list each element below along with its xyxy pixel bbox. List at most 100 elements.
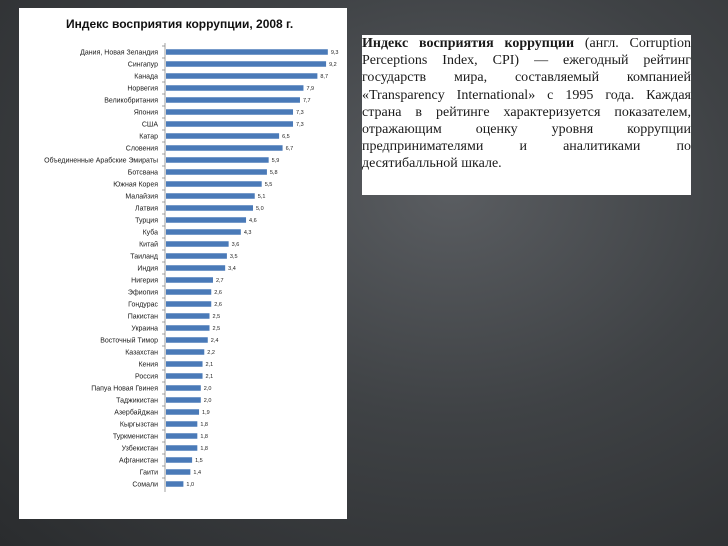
bar [166, 217, 247, 223]
category-label: Украина [131, 325, 158, 332]
value-label: 2,0 [204, 398, 212, 404]
value-label: 2,0 [204, 386, 212, 392]
bar [166, 73, 318, 79]
category-label: Афганистан [119, 457, 158, 464]
value-label: 2,5 [213, 314, 221, 320]
value-label: 2,1 [206, 362, 214, 368]
bar [166, 109, 294, 115]
category-label: Норвегия [127, 85, 158, 92]
value-label: 1,5 [195, 458, 203, 464]
category-label: Япония [134, 109, 159, 116]
category-label: Россия [135, 373, 158, 380]
category-label: Сомали [132, 481, 158, 488]
value-label: 7,3 [296, 110, 304, 116]
bar [166, 277, 213, 283]
category-label: Словения [126, 145, 158, 152]
category-label: Катар [139, 133, 158, 140]
bar [166, 49, 328, 55]
value-label: 2,4 [211, 338, 219, 344]
value-label: 3,4 [228, 266, 236, 272]
category-label: Папуа Новая Гвинея [91, 385, 158, 392]
bar [166, 133, 280, 139]
value-label: 1,8 [200, 434, 208, 440]
value-label: 9,3 [331, 50, 339, 56]
bar [166, 229, 241, 235]
value-label: 1,4 [193, 470, 201, 476]
category-label: Кения [138, 361, 158, 368]
value-label: 4,3 [244, 230, 252, 236]
value-label: 5,5 [265, 182, 273, 188]
value-label: 3,5 [230, 254, 238, 260]
category-label: Гондурас [128, 301, 158, 308]
value-label: 5,1 [258, 194, 266, 200]
bar [166, 253, 227, 259]
bar [166, 385, 201, 391]
value-label: 8,7 [320, 74, 328, 80]
category-label: Гаити [140, 469, 158, 476]
chart-title: Индекс восприятия коррупции, 2008 г. [66, 17, 294, 31]
category-label: Индия [137, 265, 158, 272]
bar [166, 193, 255, 199]
category-label: Южная Корея [113, 181, 158, 188]
category-label: Канада [134, 73, 158, 80]
bar-chart: Дания, Новая Зеландия 9,3 Сингапур 9,2 Канад… [44, 43, 339, 492]
bar [166, 397, 201, 403]
value-label: 9,2 [329, 62, 337, 68]
value-label: 3,6 [232, 242, 240, 248]
description-box: Индекс восприятия коррупции (англ. Corru… [362, 35, 691, 195]
category-label: Куба [143, 228, 159, 236]
category-label: Малайзия [125, 192, 158, 200]
description-body: (англ. Corruption Perceptions Index, CPI… [362, 36, 691, 172]
category-label: Объединенные Арабские Эмираты [44, 156, 158, 164]
value-label: 1,0 [186, 482, 194, 488]
category-label: Латвия [135, 205, 158, 212]
bar [166, 61, 327, 67]
bar [166, 301, 212, 307]
category-label: Турция [135, 217, 158, 224]
description-text: Индекс восприятия коррупции (англ. Corru… [362, 35, 691, 173]
bar [166, 145, 283, 151]
bar [166, 469, 191, 475]
bar [166, 121, 294, 127]
category-label: Кыргызстан [120, 421, 158, 428]
bar [166, 157, 269, 163]
bar [166, 241, 229, 247]
bar [166, 85, 304, 91]
category-label: Туркменистан [113, 433, 158, 440]
bar [166, 181, 262, 187]
bar [166, 169, 267, 175]
value-label: 6,5 [282, 134, 290, 140]
category-label: Великобритания [104, 96, 158, 104]
value-label: 2,5 [213, 326, 221, 332]
value-label: 7,3 [296, 122, 304, 128]
category-label: Эфиопия [128, 289, 158, 296]
bar [166, 481, 184, 487]
value-label: 6,7 [286, 146, 294, 152]
value-label: 1,8 [200, 422, 208, 428]
category-label: Узбекистан [122, 444, 159, 452]
category-label: Таиланд [130, 253, 158, 260]
bar [166, 457, 193, 463]
category-label: Дания, Новая Зеландия [80, 49, 158, 56]
bar [166, 373, 203, 379]
bar [166, 289, 212, 295]
bar [166, 97, 300, 103]
bar [166, 409, 200, 415]
value-label: 5,0 [256, 206, 264, 212]
value-label: 5,8 [270, 170, 278, 176]
category-label: Нигерия [131, 277, 158, 284]
value-label: 2,7 [216, 278, 224, 284]
category-label: Азербайджан [114, 408, 158, 416]
bar [166, 433, 198, 439]
chart-panel: Индекс восприятия коррупции, 2008 г. Дан… [19, 8, 347, 519]
description-term: Индекс восприятия коррупции [362, 36, 575, 51]
value-label: 7,9 [306, 86, 314, 92]
category-label: Китай [139, 240, 158, 248]
value-label: 2,2 [207, 350, 215, 356]
value-label: 2,1 [206, 374, 214, 380]
category-label: Восточный Тимор [100, 336, 158, 344]
bar [166, 421, 198, 427]
value-label: 1,8 [200, 446, 208, 452]
value-label: 2,6 [214, 290, 222, 296]
bar [166, 445, 198, 451]
